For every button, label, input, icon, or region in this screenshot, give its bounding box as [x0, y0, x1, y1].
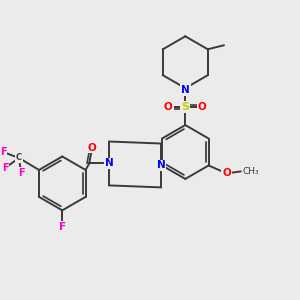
Text: N: N: [105, 158, 113, 169]
Text: O: O: [88, 142, 97, 152]
Text: S: S: [181, 102, 189, 112]
Text: CH₃: CH₃: [242, 167, 259, 176]
Text: O: O: [164, 102, 173, 112]
Text: F: F: [0, 147, 6, 157]
Text: N: N: [181, 85, 190, 95]
Text: C: C: [16, 154, 22, 163]
Text: F: F: [59, 222, 66, 232]
Text: N: N: [157, 160, 165, 170]
Text: O: O: [222, 168, 231, 178]
Text: F: F: [18, 168, 24, 178]
Text: F: F: [2, 163, 8, 173]
Text: O: O: [198, 102, 207, 112]
